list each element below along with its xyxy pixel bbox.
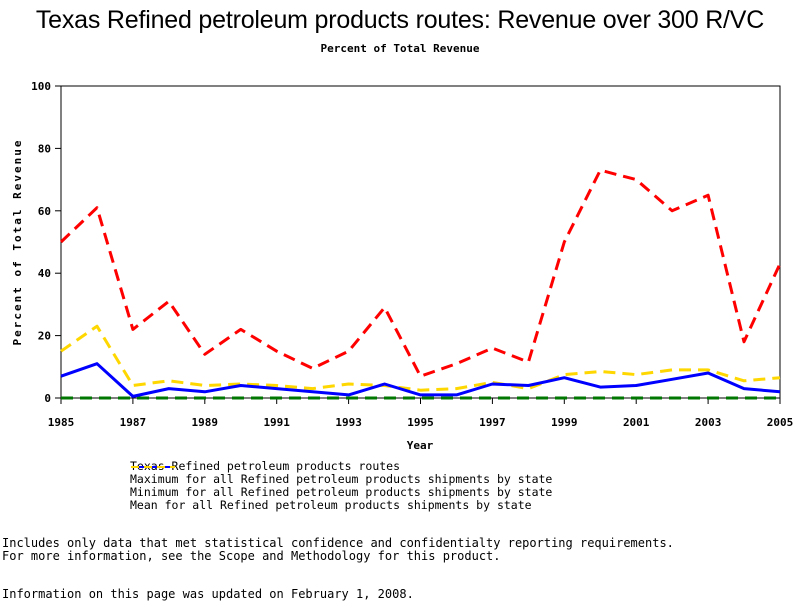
x-tick-label: 1993: [335, 416, 362, 429]
x-axis-label: Year: [407, 439, 434, 452]
x-tick-label: 1989: [192, 416, 219, 429]
update-notice: Information on this page was updated on …: [2, 587, 414, 601]
y-tick-label: 60: [38, 205, 51, 218]
y-tick-label: 80: [38, 142, 51, 155]
x-tick-label: 1985: [48, 416, 75, 429]
legend-label: Mean for all Refined petroleum products …: [130, 498, 532, 512]
chart-subtitle: Percent of Total Revenue: [320, 42, 480, 55]
x-tick-label: 2001: [623, 416, 650, 429]
y-axis: 0 20 40 60 80 100: [31, 80, 61, 405]
series-line-0: [60, 362, 781, 398]
y-tick-label: 0: [44, 392, 51, 405]
footnote-methodology: For more information, see the Scope and …: [2, 549, 501, 563]
y-tick-label: 40: [38, 267, 51, 280]
y-axis-label: Percent of Total Revenue: [11, 139, 24, 346]
legend-label: Maximum for all Refined petroleum produc…: [130, 472, 553, 486]
legend-item: Mean for all Refined petroleum products …: [130, 466, 552, 512]
x-tick-label: 2005: [767, 416, 794, 429]
series-line-3: [60, 324, 781, 392]
x-tick-label: 1991: [263, 416, 290, 429]
x-tick-label: 1987: [120, 416, 147, 429]
x-tick-label: 1995: [407, 416, 434, 429]
x-tick-label: 1997: [479, 416, 506, 429]
chart-legend: Texas Refined petroleum products routes M…: [130, 460, 552, 512]
y-tick-label: 20: [38, 330, 51, 343]
y-tick-label: 100: [31, 80, 51, 93]
footnote-confidence: Includes only data that met statistical …: [2, 536, 674, 550]
legend-swatch: [131, 466, 175, 468]
legend-label: Texas Refined petroleum products routes: [130, 459, 401, 473]
x-tick-label: 2003: [695, 416, 722, 429]
line-chart: 0 20 40 60 80 100 1985 1987 1989 1991 1993 1995 199…: [11, 80, 794, 452]
legend-label: Minimum for all Refined petroleum produc…: [130, 485, 553, 499]
plot-area-frame: [60, 85, 781, 399]
x-axis: 1985 1987 1989 1991 1993 1995 1997 1999 2001 2003…: [48, 398, 794, 429]
x-tick-label: 1999: [551, 416, 578, 429]
series-line-1: [59, 168, 782, 378]
chart-title: Texas Refined petroleum products routes:…: [35, 6, 765, 34]
series-lines: [59, 168, 782, 400]
footnotes: Includes only data that met statistical …: [2, 537, 674, 563]
